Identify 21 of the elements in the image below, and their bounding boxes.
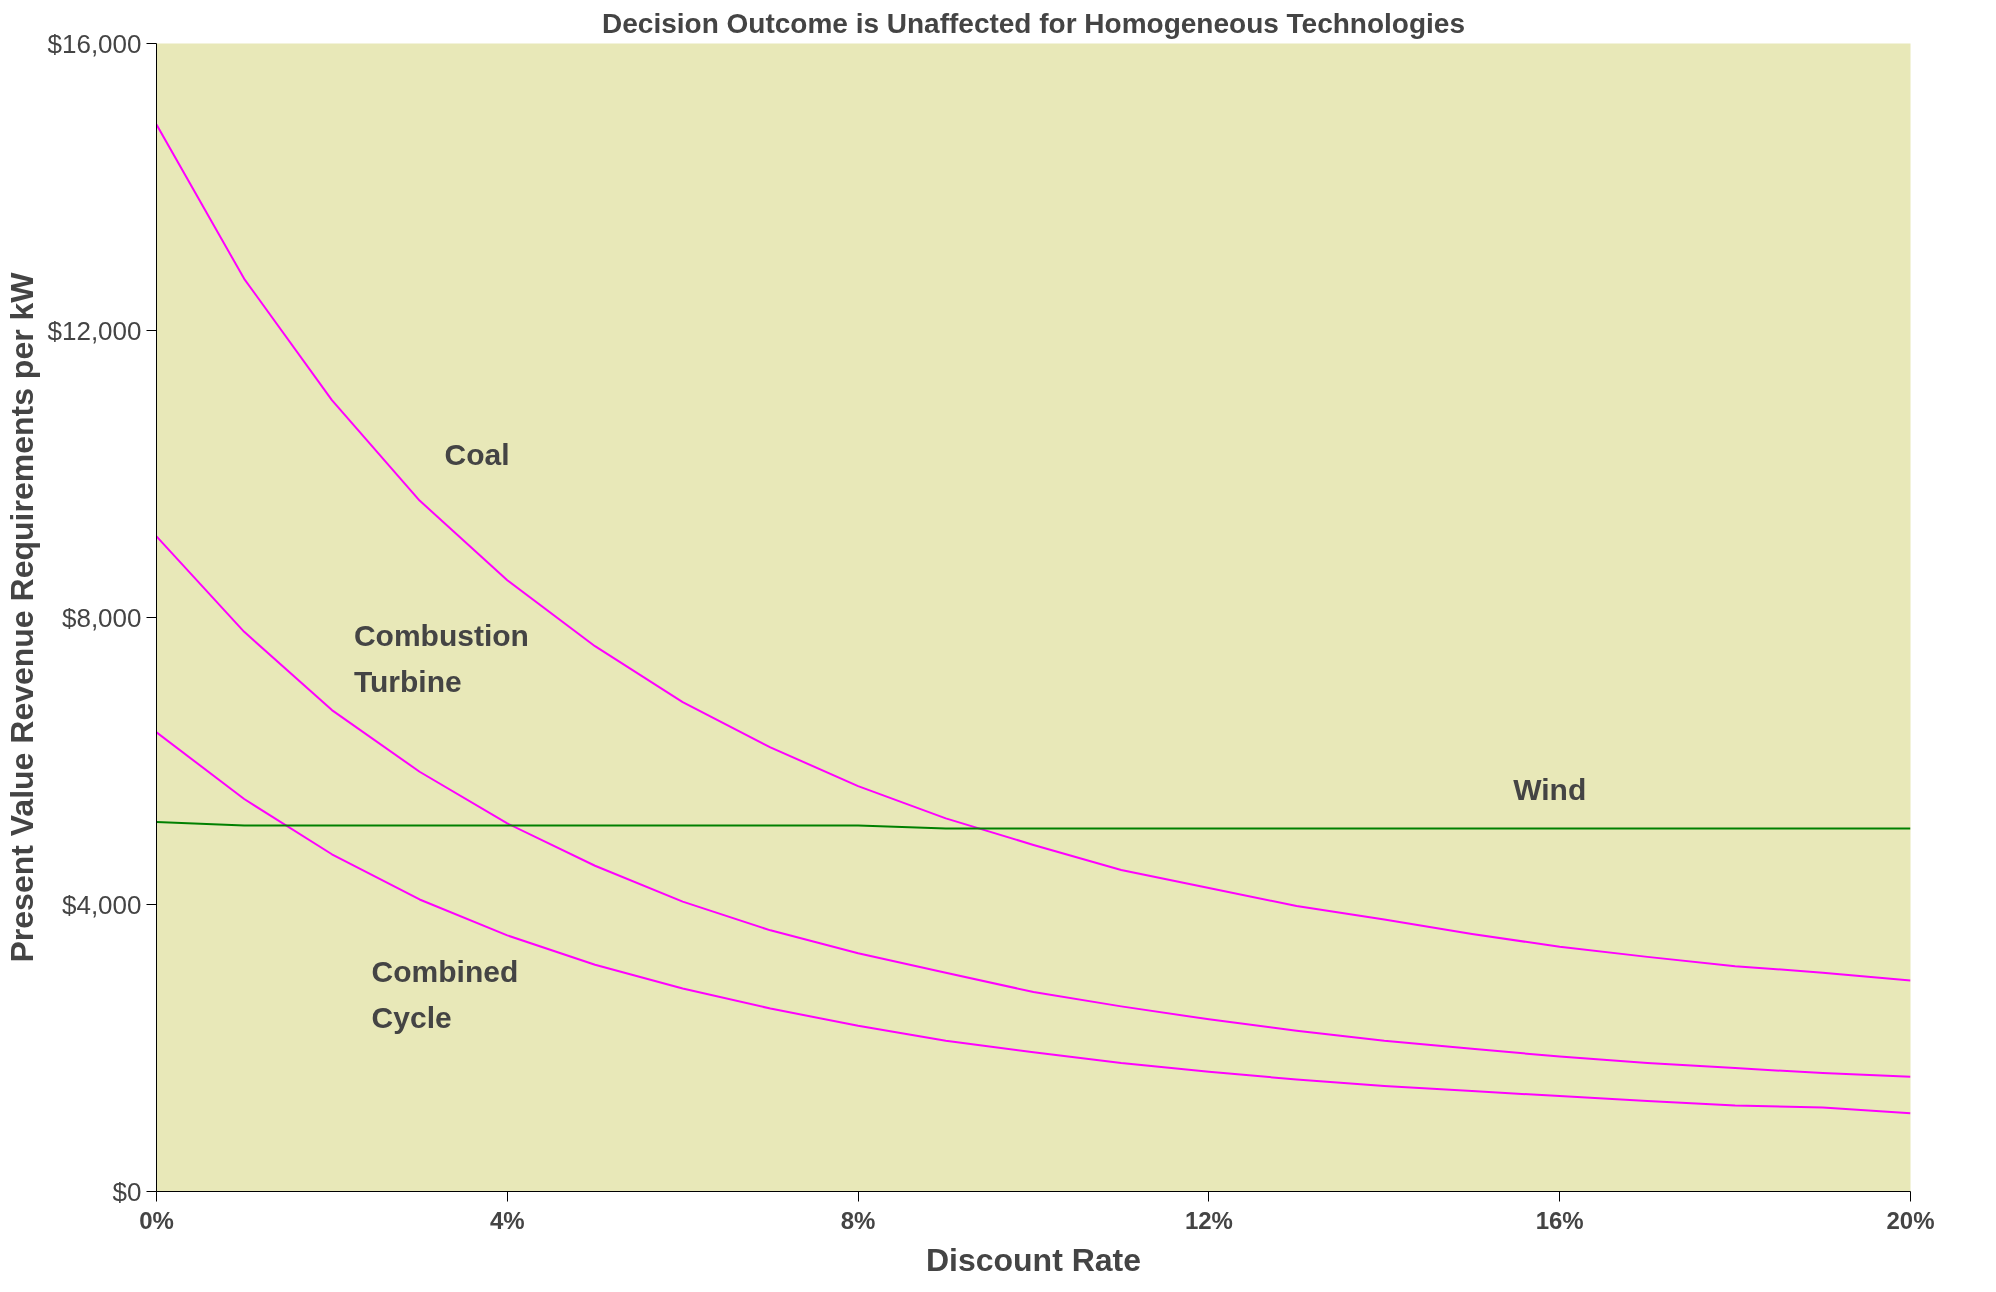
line-series <box>156 535 1911 1078</box>
series-label: Combined Cycle <box>371 955 519 1035</box>
y-axis-title: Present Value Revenue Requirements per kW <box>3 271 40 963</box>
x-tick-label: 8% <box>840 1206 876 1234</box>
y-tick-label: $0 <box>112 1176 142 1207</box>
y-tick-label: $16,000 <box>47 28 142 59</box>
x-axis-title: Discount Rate <box>925 1241 1142 1278</box>
y-tick-label: $4,000 <box>61 889 142 920</box>
line-series <box>156 123 1911 982</box>
x-tick-label: 12% <box>1184 1206 1233 1234</box>
x-tick-label: 4% <box>489 1206 525 1234</box>
x-tick-label: 16% <box>1535 1206 1584 1234</box>
series-label: Combustion Turbine <box>353 618 529 699</box>
y-tick-label: $8,000 <box>61 602 142 633</box>
line-series <box>156 731 1911 1115</box>
series-label: Wind <box>1513 773 1587 807</box>
x-tick-label: 20% <box>1886 1206 1935 1234</box>
chart-title: Decision Outcome is Unaffected for Homogeneous Technologies <box>602 7 1465 39</box>
series-label: Coal <box>444 437 510 471</box>
x-tick-label: 0% <box>139 1206 174 1234</box>
y-tick-label: $12,000 <box>47 315 142 346</box>
